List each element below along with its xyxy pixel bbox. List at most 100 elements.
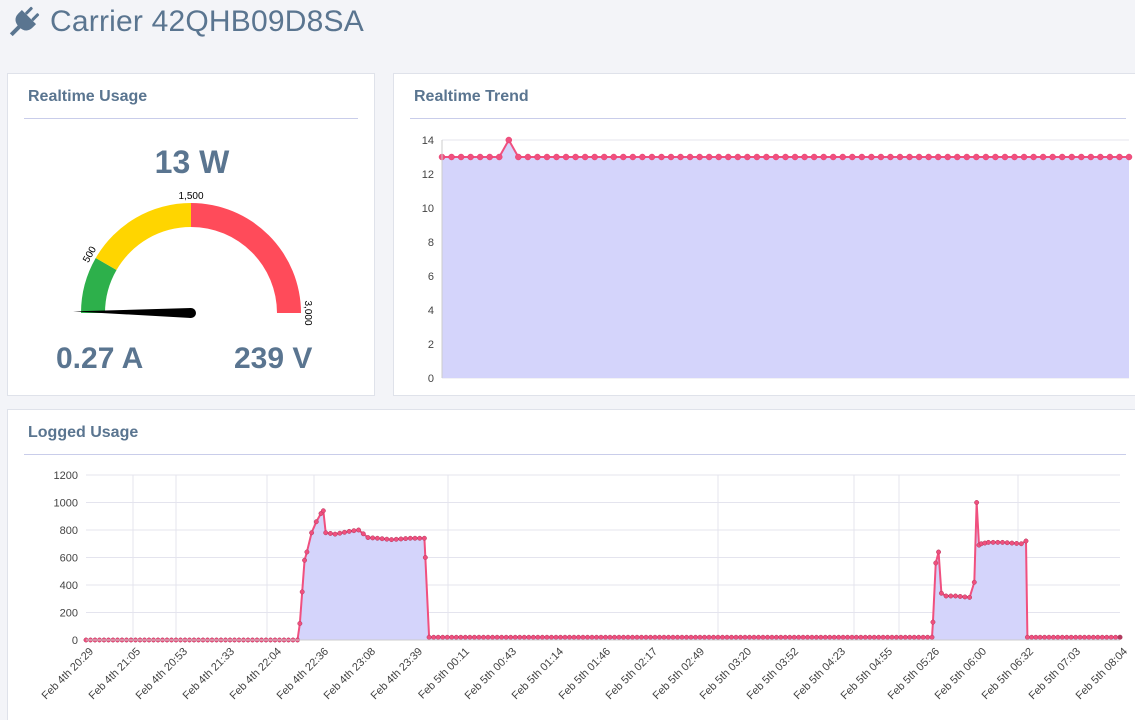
data-point: [407, 535, 413, 541]
gauge-label: 3,000: [302, 300, 313, 325]
data-point: [360, 531, 366, 537]
data-point: [971, 579, 977, 585]
amps-readout: 0.27 A: [56, 342, 144, 375]
data-point: [925, 153, 932, 161]
data-point: [639, 634, 644, 640]
series-area: [442, 140, 1129, 378]
data-point: [398, 536, 404, 542]
data-point: [351, 528, 357, 534]
data-point: [467, 153, 474, 161]
data-point: [517, 634, 523, 640]
data-point: [697, 634, 703, 640]
data-point: [494, 634, 500, 640]
data-point: [805, 634, 810, 640]
data-point: [911, 634, 917, 640]
data-point: [431, 634, 437, 640]
data-point: [938, 590, 944, 596]
data-point: [871, 634, 877, 640]
data-point: [553, 153, 560, 161]
data-point: [738, 634, 743, 640]
data-point: [686, 153, 694, 161]
data-point: [1018, 541, 1024, 547]
data-point: [954, 153, 961, 161]
data-point: [403, 536, 409, 542]
data-point: [666, 634, 671, 640]
y-tick-label: 10: [422, 203, 434, 215]
data-point: [773, 634, 779, 640]
data-point: [458, 634, 464, 640]
data-point: [1117, 634, 1123, 640]
data-point: [600, 153, 608, 161]
data-point: [421, 535, 427, 541]
data-point: [751, 634, 757, 640]
page-title: Carrier 42QHB09D8SA: [50, 5, 364, 38]
data-point: [486, 153, 493, 161]
data-point: [422, 555, 428, 560]
data-point: [679, 634, 685, 640]
data-point: [1068, 634, 1074, 640]
data-point: [810, 153, 818, 161]
y-tick-label: 0: [72, 635, 78, 647]
realtime-trend-title: Realtime Trend: [414, 88, 529, 105]
data-point: [572, 153, 579, 161]
data-point: [620, 153, 627, 161]
data-point: [576, 634, 581, 640]
y-tick-label: 14: [422, 135, 434, 147]
data-point: [893, 634, 899, 640]
data-point: [658, 153, 665, 161]
data-point: [822, 634, 828, 640]
data-point: [499, 634, 505, 640]
data-point: [544, 634, 550, 640]
plug-icon: [9, 6, 40, 37]
data-point: [702, 634, 707, 640]
data-point: [535, 634, 541, 640]
data-point: [876, 634, 882, 640]
data-point: [744, 153, 751, 161]
data-point: [643, 634, 649, 640]
data-point: [448, 153, 455, 161]
y-tick-label: 400: [60, 580, 78, 592]
data-point: [1055, 634, 1061, 640]
gauge-label: 1,500: [178, 191, 203, 202]
gauge-band-1: [95, 203, 191, 270]
data-point: [327, 530, 333, 536]
data-point: [585, 634, 590, 640]
data-point: [831, 634, 837, 640]
data-point: [724, 634, 730, 640]
y-tick-label: 8: [428, 237, 434, 249]
data-point: [1000, 539, 1005, 545]
data-point: [916, 634, 922, 640]
data-point: [462, 634, 468, 640]
data-point: [667, 153, 675, 161]
data-point: [374, 535, 380, 541]
data-point: [880, 634, 886, 640]
data-point: [820, 153, 827, 161]
data-point: [887, 153, 894, 161]
data-point: [933, 560, 939, 566]
y-tick-label: 0: [428, 373, 434, 385]
realtime-trend-chart: 0 2 4 6 8 10 12 14: [422, 135, 1133, 385]
data-point: [562, 634, 568, 640]
data-point: [524, 153, 532, 161]
data-point: [652, 634, 658, 640]
data-point: [747, 634, 752, 640]
data-point: [598, 634, 604, 640]
data-point: [332, 531, 338, 537]
data-point: [973, 153, 980, 161]
data-point: [1020, 153, 1028, 161]
data-point: [1073, 634, 1079, 640]
data-point: [1113, 634, 1119, 640]
data-point: [801, 153, 808, 161]
data-point: [320, 508, 326, 514]
data-point: [868, 153, 875, 161]
data-point: [1108, 634, 1114, 640]
y-tick-label: 2: [428, 339, 434, 351]
data-point: [370, 535, 376, 541]
data-point: [571, 634, 577, 640]
data-point: [1014, 540, 1020, 546]
data-point: [342, 529, 347, 535]
data-point: [729, 634, 734, 640]
data-point: [1086, 634, 1092, 640]
y-tick-label: 12: [422, 169, 434, 181]
